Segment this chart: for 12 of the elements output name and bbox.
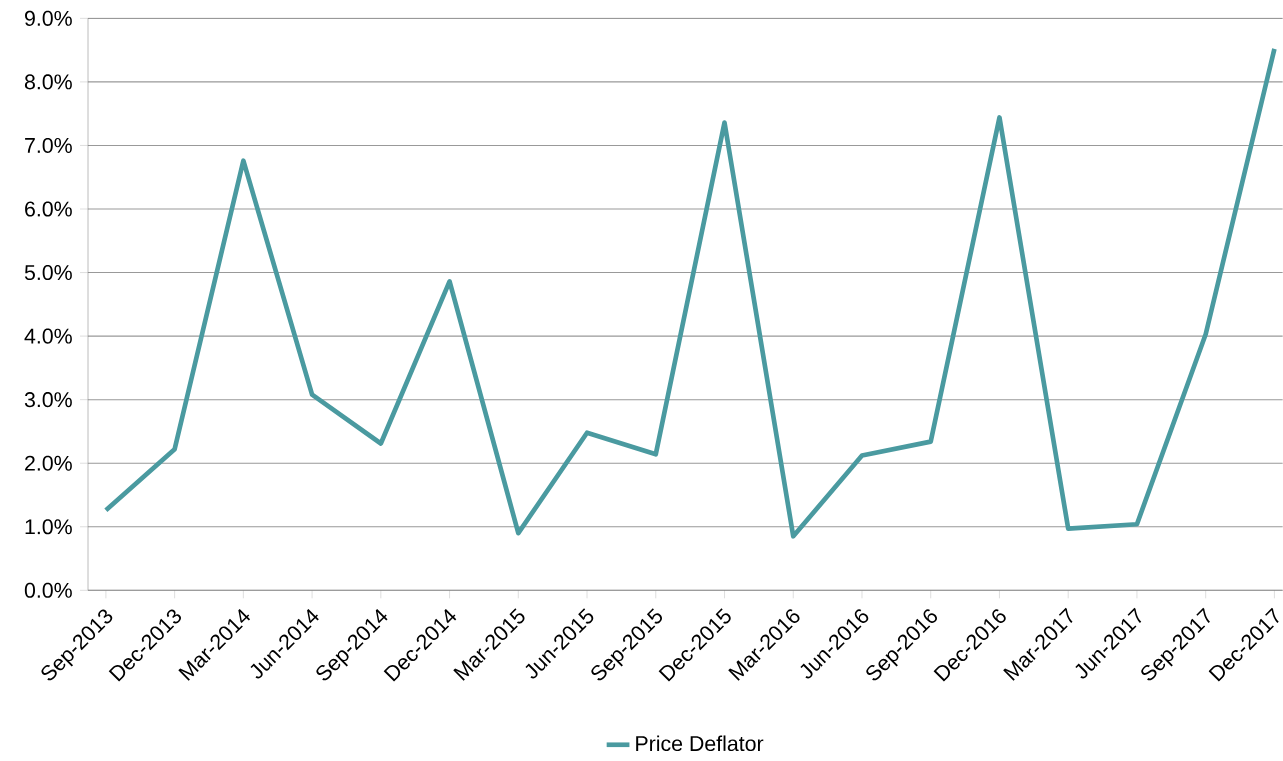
y-tick-label: 7.0% — [25, 137, 72, 153]
y-tick-label: 4.0% — [24, 328, 72, 344]
y-tick-label: 5.0% — [24, 265, 72, 281]
y-tick-label: 0.0% — [24, 582, 72, 598]
y-tick-label: 1.0% — [25, 519, 72, 535]
y-tick-label: 8.0% — [24, 74, 72, 90]
line-series — [103, 46, 1277, 539]
y-tick-label: 9.0% — [25, 10, 72, 26]
y-tick-label: 2.0% — [25, 455, 72, 471]
y-tick-label: 3.0% — [24, 392, 72, 408]
legend-label: Price Deflator — [636, 735, 764, 752]
y-tick-label: 6.0% — [25, 201, 72, 217]
